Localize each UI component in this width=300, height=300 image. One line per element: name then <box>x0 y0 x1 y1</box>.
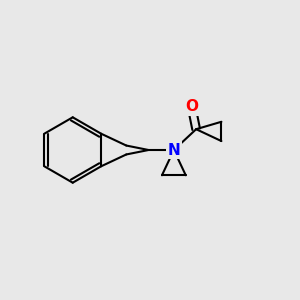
Text: O: O <box>185 99 198 114</box>
Text: N: N <box>167 142 180 158</box>
